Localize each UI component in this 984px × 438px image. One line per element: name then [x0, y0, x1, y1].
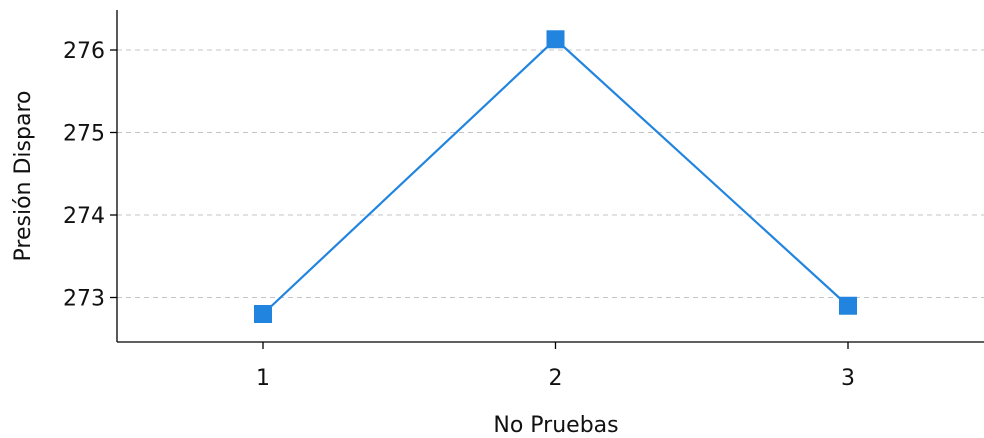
axes: [116, 10, 984, 343]
x-tick-label: 1: [256, 366, 270, 391]
x-tick-label: 2: [549, 366, 563, 391]
y-axis-title: Presión Disparo: [11, 91, 36, 262]
x-tick-label: 3: [841, 366, 855, 391]
x-ticks: 1 2 3: [256, 342, 855, 391]
data-point: [254, 305, 272, 323]
y-tick-label: 275: [63, 122, 105, 147]
y-ticks: 273 274 275 276: [63, 39, 117, 312]
data-point: [546, 30, 565, 49]
series: [254, 30, 857, 323]
y-gridlines: [117, 49, 984, 298]
y-tick-label: 276: [63, 39, 105, 64]
series-line: [262, 37, 849, 315]
y-tick-label: 274: [63, 204, 105, 229]
y-tick-label: 273: [63, 287, 105, 312]
x-axis-title: No Pruebas: [493, 413, 618, 438]
data-point: [839, 296, 857, 315]
